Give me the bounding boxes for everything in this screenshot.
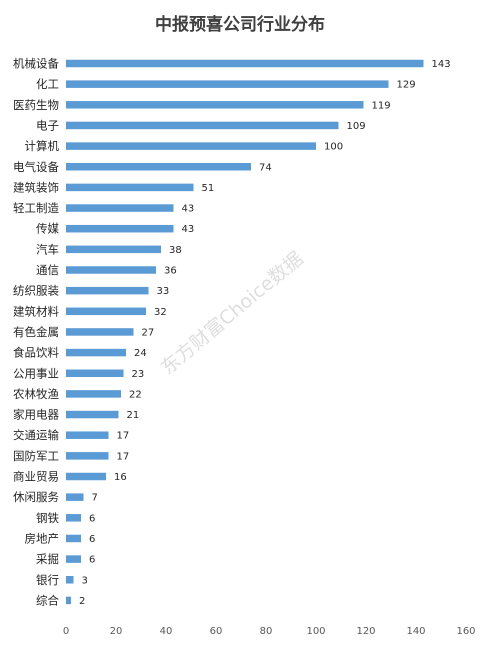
bar (66, 452, 109, 460)
bar (66, 369, 124, 377)
category-label: 交通运输 (13, 428, 59, 442)
bar (66, 183, 194, 192)
value-label: 36 (164, 266, 177, 277)
bar (66, 245, 161, 254)
category-label: 电气设备 (13, 160, 59, 174)
bar (66, 142, 316, 150)
category-label: 有色金属 (13, 325, 59, 339)
value-label: 38 (169, 245, 182, 256)
value-label: 7 (92, 493, 98, 504)
category-label: 建筑材料 (13, 304, 59, 318)
bar (66, 101, 364, 109)
category-labels: 机械设备化工医药生物电子计算机电气设备建筑装饰轻工制造传媒汽车通信纺织服装建筑材… (13, 57, 59, 608)
x-axis: 0 20 40 60 80 100 120 140 160 (63, 626, 476, 637)
x-tick-label: 120 (356, 626, 375, 637)
value-label: 143 (432, 59, 451, 70)
value-label: 24 (134, 348, 147, 359)
bar (66, 286, 149, 295)
bar (66, 390, 121, 398)
value-label: 43 (182, 204, 195, 215)
value-label: 22 (129, 389, 142, 400)
value-label: 23 (132, 369, 145, 380)
value-label: 109 (347, 121, 366, 132)
category-label: 休闲服务 (13, 490, 59, 504)
bar (66, 555, 81, 563)
bar (66, 431, 109, 439)
category-label: 商业贸易 (13, 470, 59, 484)
bar (66, 472, 106, 481)
bar (66, 80, 389, 88)
category-label: 汽车 (36, 242, 59, 256)
bar (66, 410, 119, 419)
category-label: 食品饮料 (13, 346, 59, 360)
x-tick-label: 60 (210, 626, 223, 637)
value-label: 33 (157, 286, 170, 297)
bar (66, 576, 74, 584)
category-label: 电子 (36, 118, 59, 132)
x-tick-label: 40 (160, 626, 173, 637)
category-label: 化工 (36, 77, 59, 91)
value-label: 17 (117, 451, 130, 462)
value-label: 100 (324, 142, 343, 153)
bar (66, 204, 174, 212)
bar (66, 59, 424, 68)
bar (66, 307, 146, 316)
value-label: 6 (89, 534, 95, 545)
value-label: 2 (79, 596, 85, 607)
x-tick-label: 100 (306, 626, 325, 637)
x-tick-label: 20 (110, 626, 123, 637)
bar (66, 493, 84, 501)
category-label: 农林牧渔 (13, 387, 59, 401)
category-label: 通信 (36, 263, 59, 277)
value-label: 16 (114, 472, 127, 483)
category-label: 计算机 (25, 139, 60, 153)
category-label: 建筑装饰 (13, 180, 59, 194)
value-label: 74 (259, 162, 272, 173)
chart-title: 中报预喜公司行业分布 (155, 14, 325, 35)
watermark: 东方财富Choice数据 (157, 248, 308, 380)
value-label: 51 (202, 183, 215, 194)
category-label: 纺织服装 (13, 284, 59, 298)
value-labels: 1431291191091007451434338363332272423222… (79, 59, 451, 607)
value-label: 119 (372, 100, 391, 111)
value-label: 6 (89, 555, 95, 566)
bar (66, 328, 134, 336)
x-tick-label: 0 (63, 626, 69, 637)
bar (66, 514, 81, 522)
value-label: 129 (397, 80, 416, 91)
bar (66, 266, 156, 274)
category-label: 银行 (36, 573, 59, 587)
bar (66, 121, 339, 130)
bar (66, 224, 174, 233)
category-label: 公用事业 (13, 366, 59, 380)
category-label: 国防军工 (13, 449, 59, 463)
category-label: 家用电器 (13, 408, 59, 422)
bar (66, 596, 71, 605)
value-label: 3 (82, 575, 88, 586)
x-tick-label: 160 (456, 626, 475, 637)
category-label: 房地产 (25, 531, 60, 545)
value-label: 21 (127, 410, 140, 421)
value-label: 27 (142, 327, 155, 338)
bar (66, 348, 126, 357)
category-label: 医药生物 (13, 98, 59, 112)
category-label: 采掘 (36, 552, 59, 566)
value-label: 6 (89, 513, 95, 524)
category-label: 综合 (36, 593, 59, 607)
category-label: 轻工制造 (13, 201, 59, 215)
value-label: 32 (154, 307, 167, 318)
x-tick-label: 80 (260, 626, 273, 637)
bars-group (66, 59, 424, 605)
x-tick-label: 140 (406, 626, 425, 637)
bar (66, 534, 81, 543)
category-label: 机械设备 (13, 57, 59, 71)
category-label: 传媒 (36, 222, 59, 236)
bar (66, 163, 251, 171)
category-label: 钢铁 (36, 511, 59, 525)
value-label: 43 (182, 224, 195, 235)
value-label: 17 (117, 431, 130, 442)
